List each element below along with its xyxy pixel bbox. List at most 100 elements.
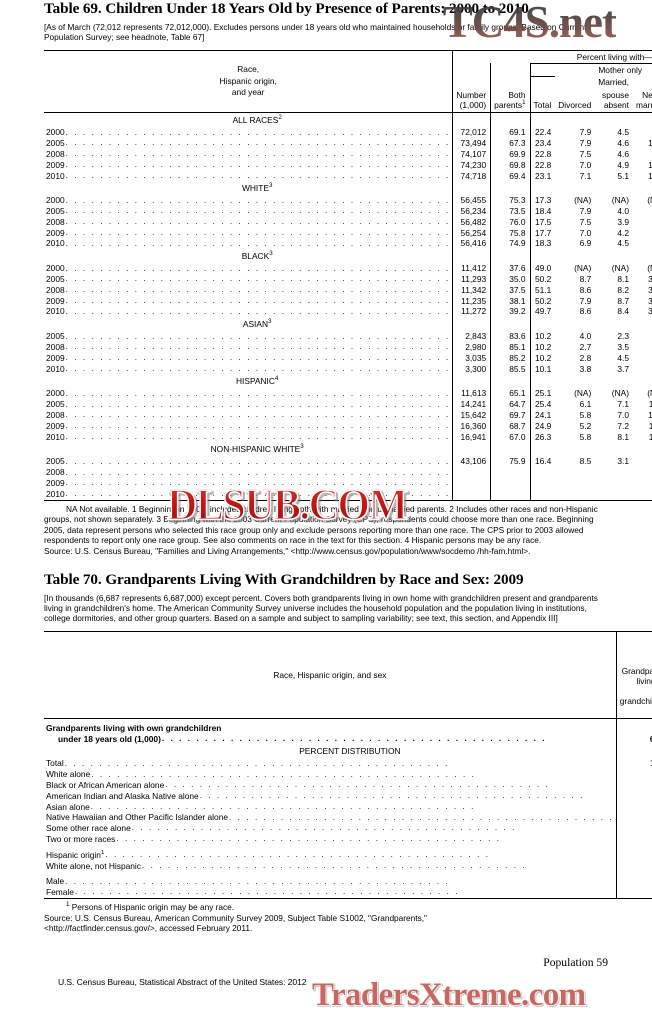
data-cell [633, 467, 652, 478]
table-row-total: Grandparents living with own grandchildr… [44, 718, 652, 745]
data-cell: 75.3 [490, 195, 531, 207]
row-label: Asian alone [44, 802, 616, 813]
data-cell: 11.7 [648, 420, 652, 431]
data-cell: 75.8 [490, 227, 531, 239]
spacer-cell [633, 374, 652, 388]
table-row: Hispanic origin124.720.122.016.2 [44, 849, 652, 861]
data-cell: 2.8 [579, 352, 592, 363]
row-label: 2005 [44, 206, 453, 217]
row-label: 2000 [44, 195, 453, 206]
data-cell: 18.3 [529, 238, 556, 250]
row-label: Female [44, 887, 616, 898]
row-label: 2008 [44, 149, 453, 160]
row-label: 2008 [44, 467, 453, 478]
data-cell: 31.5 [648, 306, 652, 317]
table69-footnote: NA Not available. 1 Beginning in 2007, i… [44, 503, 598, 546]
data-cell: 16,941 [452, 431, 491, 443]
data-cell: 4.0 [617, 206, 630, 217]
table-row: Total100.0100.0100.0100.0 [44, 758, 652, 770]
data-cell: 6.9 [579, 238, 592, 249]
table70-source-url: <http://factfinder.census.gov/>, accesse… [44, 923, 253, 934]
spacer-cell [490, 374, 531, 389]
data-cell: 38.1 [490, 295, 531, 307]
data-cell: 7.0 [617, 410, 630, 421]
data-cell: 8.6 [579, 284, 592, 295]
row-label: Male [44, 876, 616, 887]
data-cell: 8.0 [615, 823, 652, 834]
data-cell: 3.8 [579, 363, 592, 374]
data-cell: 16.4 [529, 456, 556, 468]
table69-block: Table 69. Children Under 18 Years Old by… [44, 0, 652, 557]
data-cell: 5.8 [633, 206, 652, 217]
spacer-cell [555, 317, 595, 331]
row-label: Black or African American alone [44, 780, 616, 791]
data-cell: 74,107 [452, 148, 491, 160]
data-cell: 11,412 [452, 263, 491, 275]
data-cell [633, 478, 652, 489]
group-header-label: ASIAN3 [242, 318, 272, 330]
row-label: 2008 [44, 342, 453, 353]
table69-body: ALL RACES2200072,01269.122.47.94.59.21.0… [44, 112, 652, 501]
data-cell: 69.9 [490, 148, 531, 160]
data-cell: 67.0 [490, 431, 531, 443]
data-cell: 2.7 [633, 331, 652, 342]
data-cell: 4.5 [617, 238, 630, 249]
table70-source: Source: U.S. Census Bureau, American Com… [44, 912, 427, 923]
spacer-cell [555, 249, 595, 263]
data-cell: 68.7 [490, 420, 531, 432]
data-cell: 16,360 [452, 420, 491, 432]
data-cell: 69.1 [490, 127, 531, 139]
data-cell: 17.7 [529, 227, 556, 239]
group-header-row: BLACK3 [44, 249, 652, 264]
row-label: 2005 [44, 138, 453, 149]
data-cell: 74,230 [452, 159, 491, 171]
data-cell: 32.4 [648, 295, 652, 306]
data-cell: 7.5 [579, 216, 592, 227]
spacer-cell [555, 442, 595, 456]
data-cell: 4.6 [617, 148, 630, 159]
row-label: 2010 [44, 364, 453, 375]
spacer-cell [452, 374, 491, 389]
data-cell: 10.1 [648, 170, 652, 181]
row-label: 2010 [44, 306, 453, 317]
table-row: American Indian and Alaska Native alone1… [44, 790, 652, 802]
data-cell: 10.2 [529, 342, 556, 353]
data-cell: 69.8 [490, 159, 531, 171]
data-cell: 6,687 [615, 718, 652, 745]
spacer-cell [490, 317, 531, 332]
table-row: Male35.937.134.742.1 [44, 876, 652, 888]
row-label: White alone [44, 769, 616, 780]
table69-headnote: [As of March (72,012 represents 72,012,0… [44, 22, 587, 43]
row-label: 2008 [44, 285, 453, 296]
row-label: Total [44, 758, 616, 769]
data-cell [529, 467, 556, 479]
row-label: 2008 [44, 217, 453, 228]
data-cell: 43,106 [452, 456, 491, 468]
data-cell: 50.2 [529, 295, 556, 307]
data-cell [490, 478, 531, 489]
data-cell: 0.3 [615, 812, 652, 824]
data-cell: 83.6 [490, 331, 531, 343]
data-cell: 24.1 [529, 410, 556, 421]
data-cell: 4.5 [617, 127, 630, 138]
data-cell: 18.4 [529, 206, 556, 217]
data-cell: 18.8 [615, 780, 652, 791]
spacer-cell [529, 112, 556, 128]
table70-header-row-1: Race, Hispanic origin, and sex Grandpare… [44, 631, 652, 719]
table70-block: Table 70. Grandparents Living With Grand… [44, 571, 652, 934]
data-cell: 74,718 [452, 170, 491, 182]
data-cell [555, 489, 595, 500]
data-cell: 67.3 [490, 138, 531, 149]
table70-body: Grandparents living with own grandchildr… [44, 718, 652, 899]
row-label: 2010 [44, 489, 453, 500]
table-row: 20100.83.83.1 [44, 488, 652, 501]
data-cell: 9.2 [633, 127, 652, 138]
data-cell [595, 489, 633, 500]
row-label: Two or more races [44, 834, 616, 845]
